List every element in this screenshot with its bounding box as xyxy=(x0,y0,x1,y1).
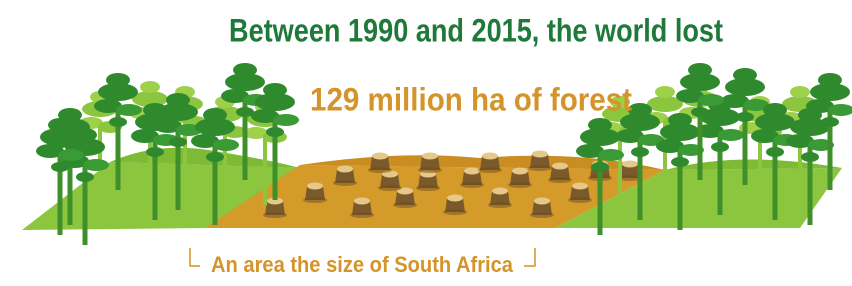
icon xyxy=(528,151,552,172)
icon xyxy=(368,153,392,174)
icon xyxy=(478,153,502,174)
page: {"headline": "Between 1990 and 2015, the… xyxy=(0,0,852,286)
caption: An area the size of South Africa xyxy=(211,252,514,277)
infographic: Between 1990 and 2015, the world lost 12… xyxy=(0,0,852,286)
highlight: 129 million ha of forest xyxy=(310,81,632,117)
headline: Between 1990 and 2015, the world lost xyxy=(229,12,723,48)
bracket-left xyxy=(190,248,200,266)
bracket-right xyxy=(524,248,535,266)
